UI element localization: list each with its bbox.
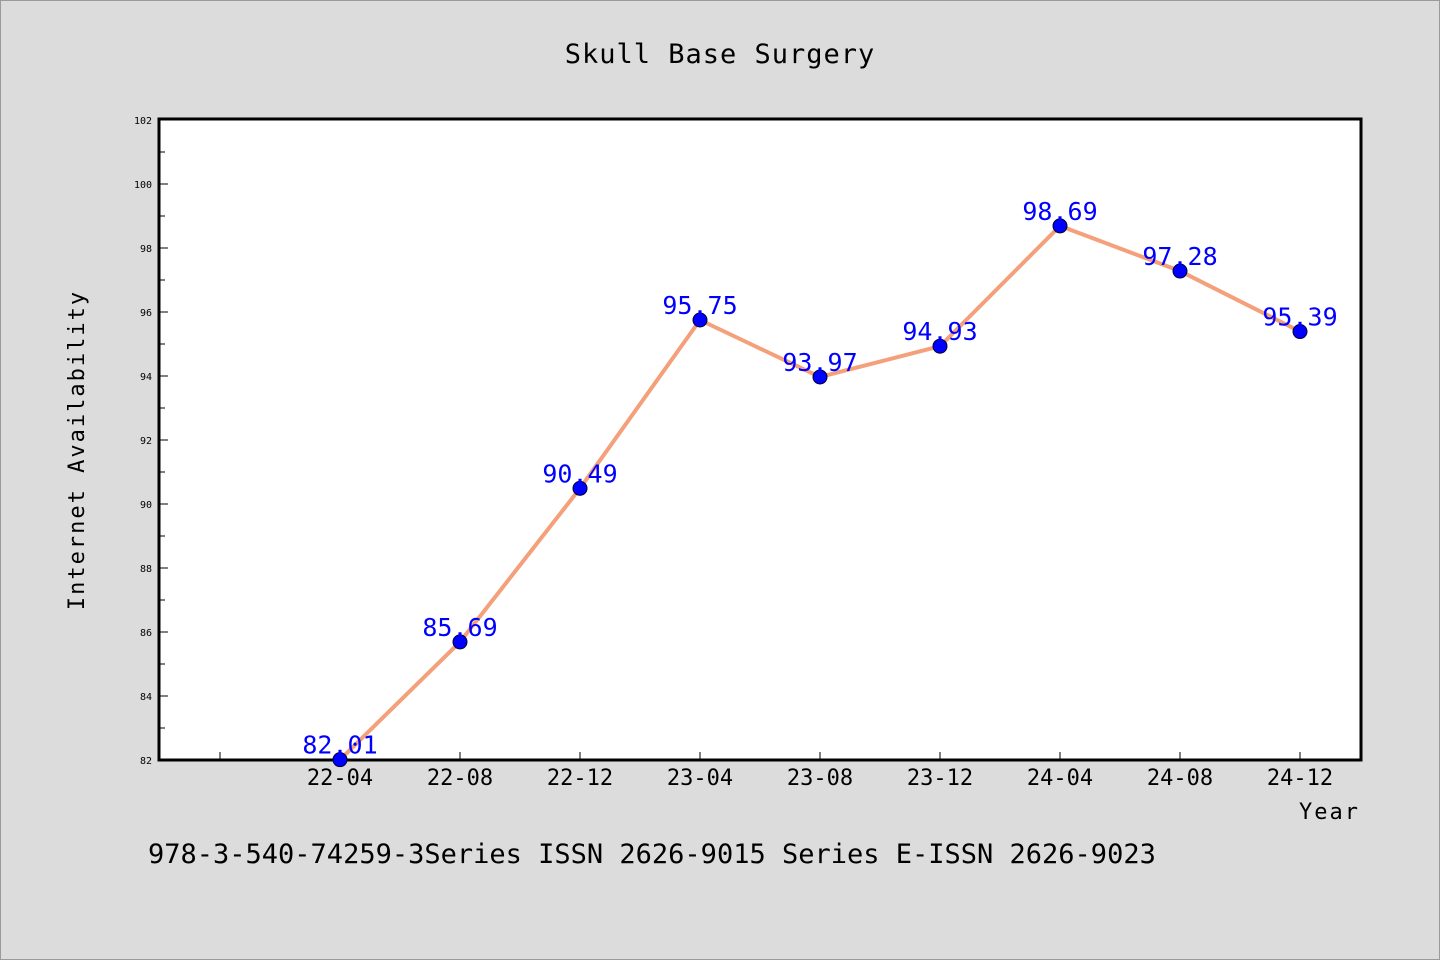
data-point xyxy=(1292,324,1308,340)
data-label: 98.69 xyxy=(1022,197,1097,226)
data-label: 93.97 xyxy=(782,348,857,377)
data-label: 94.93 xyxy=(902,317,977,346)
x-axis: 22-04 22-08 22-12 23-04 23-08 23-12 24-04 24-08… xyxy=(219,752,1333,791)
x-tick-label: 23-04 xyxy=(667,766,733,791)
isbn-issn-footer: 978-3-540-74259-3Series ISSN 2626-9015 S… xyxy=(148,839,1156,870)
data-point xyxy=(692,312,708,328)
x-tick-label: 23-08 xyxy=(787,766,853,791)
data-label: 95.39 xyxy=(1262,303,1337,332)
y-tick-label: 94 xyxy=(140,372,152,383)
x-tick-label: 22-04 xyxy=(307,766,373,791)
y-tick-label: 92 xyxy=(140,436,152,447)
y-tick-label: 88 xyxy=(140,564,152,575)
y-tick-label: 86 xyxy=(140,628,152,639)
y-axis-title: Internet Availability xyxy=(65,290,90,610)
chart-title: Skull Base Surgery xyxy=(565,39,876,70)
y-tick-label: 90 xyxy=(140,500,152,511)
data-label-group: 82.01 85.69 90.49 95.75 93.97 94.93 98.69 97.28… xyxy=(302,197,1337,760)
data-point xyxy=(1052,218,1068,234)
data-label: 85.69 xyxy=(422,613,497,642)
x-tick-label: 24-08 xyxy=(1147,766,1213,791)
y-tick-label: 82 xyxy=(140,756,152,767)
data-point xyxy=(332,752,348,768)
y-tick-label: 100 xyxy=(134,180,152,191)
x-tick-label: 23-12 xyxy=(907,766,973,791)
y-tick-label: 96 xyxy=(140,308,152,319)
data-label: 97.28 xyxy=(1142,242,1217,271)
x-tick-label: 24-12 xyxy=(1267,766,1333,791)
marker-group xyxy=(332,218,1308,768)
y-tick-label: 84 xyxy=(140,692,152,703)
y-axis: 82 84 86 88 90 92 94 96 98 100 102 xyxy=(134,116,168,767)
data-label: 90.49 xyxy=(542,459,617,488)
data-point xyxy=(1172,263,1188,279)
data-point xyxy=(452,634,468,650)
x-tick-label: 24-04 xyxy=(1027,766,1093,791)
y-tick-label: 98 xyxy=(140,244,152,255)
y-tick-label: 102 xyxy=(134,116,152,127)
x-tick-label: 22-12 xyxy=(547,766,613,791)
x-axis-title: Year xyxy=(1299,800,1360,825)
data-label: 82.01 xyxy=(302,731,377,760)
data-label: 95.75 xyxy=(662,291,737,320)
plot-area xyxy=(157,117,1363,762)
data-point xyxy=(572,480,588,496)
data-point xyxy=(812,369,828,385)
x-tick-label: 22-08 xyxy=(427,766,493,791)
data-point xyxy=(932,338,948,354)
